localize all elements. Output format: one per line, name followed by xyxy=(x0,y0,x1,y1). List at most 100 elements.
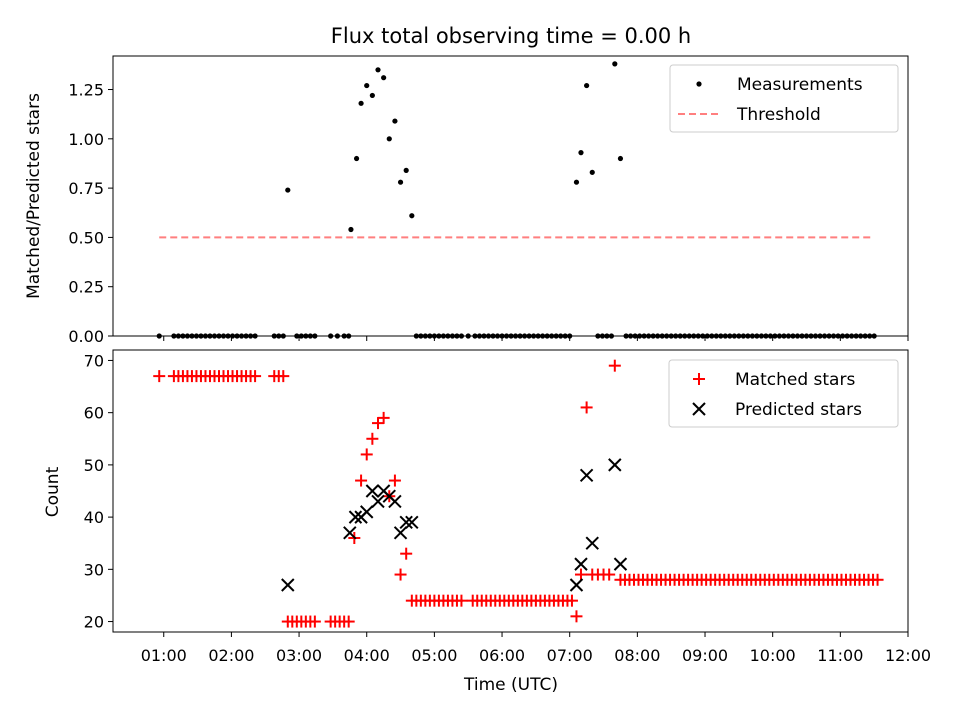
measurement-point xyxy=(358,100,364,106)
top-y-ticks: 0.00 0.25 0.50 0.75 1.00 1.25 xyxy=(68,81,909,346)
predicted-star-point xyxy=(281,578,295,592)
measurement-point xyxy=(403,167,409,173)
measurement-point xyxy=(392,118,398,124)
bottom-panel: 20 30 40 50 60 70 01:00 02:00 03:00 04:00 05:00 06… xyxy=(43,349,931,695)
matched-star-point xyxy=(249,370,262,383)
matched-star-point xyxy=(308,615,321,628)
measurement-point xyxy=(364,82,370,89)
x-axis-ticks: 01:00 02:00 03:00 04:00 05:00 06:00 07:00 08:00… xyxy=(141,632,931,665)
matched-star-point xyxy=(608,359,621,372)
predicted-star-point xyxy=(613,557,628,571)
measurement-point xyxy=(353,155,360,162)
matched-star-point xyxy=(377,411,390,424)
predicted-star-point xyxy=(399,515,413,530)
bottom-axes-frame xyxy=(112,349,909,633)
measurement-point xyxy=(386,136,392,142)
legend-measurements-label: Measurements xyxy=(737,75,863,95)
matched-star-point xyxy=(360,448,373,461)
measurement-point xyxy=(578,150,584,156)
predicted-star-point xyxy=(393,526,408,540)
predicted-star-point xyxy=(585,536,599,550)
matched-star-point xyxy=(342,615,355,628)
matched-star-point xyxy=(603,568,616,581)
x-tick-label: 04:00 xyxy=(344,646,390,665)
predicted-star-point xyxy=(579,468,594,483)
top-y-tick-label: 0.25 xyxy=(68,278,104,297)
legend-matched-marker xyxy=(693,373,705,385)
x-tick-label: 09:00 xyxy=(682,646,728,665)
matched-star-point xyxy=(372,417,384,430)
top-axes-frame xyxy=(112,55,909,337)
predicted-star-point xyxy=(348,510,363,524)
matched-star-point xyxy=(580,401,593,414)
measurement-point xyxy=(584,82,590,89)
matched-star-point xyxy=(871,573,884,586)
matched-star-point xyxy=(153,370,166,383)
bottom-y-tick-label: 20 xyxy=(84,613,104,632)
predicted-star-point xyxy=(574,557,588,571)
measurement-point xyxy=(397,179,404,185)
bottom-y-ticks: 20 30 40 50 60 70 xyxy=(84,351,113,632)
top-y-tick-label: 1.25 xyxy=(68,81,104,100)
predicted-star-point xyxy=(360,505,374,519)
bottom-y-tick-label: 50 xyxy=(84,456,104,475)
x-axis-label: Time (UTC) xyxy=(463,675,558,695)
predicted-star-point xyxy=(405,515,419,530)
measurement-point xyxy=(612,61,618,67)
x-tick-label: 06:00 xyxy=(479,646,525,665)
top-legend: Measurements Threshold xyxy=(669,64,899,133)
x-tick-label: 12:00 xyxy=(885,646,931,665)
measurement-point xyxy=(369,92,375,99)
measurement-point xyxy=(589,169,595,175)
x-tick-label: 07:00 xyxy=(547,646,593,665)
top-y-axis-label: Matched/Predicted stars xyxy=(24,93,44,299)
matched-star-point xyxy=(366,432,379,445)
measurement-point xyxy=(617,155,624,162)
top-y-tick-label: 0.50 xyxy=(68,228,104,247)
bottom-y-tick-label: 30 xyxy=(84,560,104,579)
bottom-data-marks xyxy=(153,359,884,628)
x-tick-label: 02:00 xyxy=(208,646,254,665)
predicted-star-point xyxy=(343,526,357,540)
top-legend-box xyxy=(669,64,899,133)
measurement-point xyxy=(381,75,387,81)
top-y-tick-label: 0.00 xyxy=(68,327,104,346)
matched-star-point xyxy=(394,568,407,581)
matched-star-point xyxy=(574,568,587,581)
bottom-y-tick-label: 60 xyxy=(84,404,104,423)
legend-measurements-marker xyxy=(696,81,702,87)
top-y-tick-label: 0.75 xyxy=(68,179,104,198)
legend-threshold-label: Threshold xyxy=(736,105,821,125)
bottom-y-tick-label: 70 xyxy=(84,351,104,370)
legend-predicted-label: Predicted stars xyxy=(735,400,862,420)
bottom-y-tick-label: 40 xyxy=(84,508,104,527)
matched-star-point xyxy=(565,594,578,607)
x-tick-label: 11:00 xyxy=(817,646,863,665)
predicted-star-point xyxy=(569,578,584,592)
matched-star-point xyxy=(355,474,368,487)
measurement-point xyxy=(573,179,580,185)
predicted-star-point xyxy=(608,458,622,472)
legend-matched-label: Matched stars xyxy=(735,370,855,390)
predicted-star-point xyxy=(365,484,380,498)
bottom-legend: Matched stars Predicted stars xyxy=(668,359,899,428)
matched-star-point xyxy=(277,370,290,383)
bottom-y-axis-label: Count xyxy=(43,466,63,517)
x-tick-label: 01:00 xyxy=(141,646,187,665)
x-tick-label: 08:00 xyxy=(614,646,660,665)
chart-title: Flux total observing time = 0.00 h xyxy=(331,24,691,48)
x-tick-label: 05:00 xyxy=(411,646,457,665)
matched-star-point xyxy=(455,594,468,607)
measurement-point xyxy=(409,213,415,219)
measurement-point xyxy=(285,187,291,193)
x-tick-label: 03:00 xyxy=(276,646,322,665)
top-panel: Flux total observing time = 0.00 h 0.00 0… xyxy=(24,24,909,346)
matched-star-point xyxy=(400,547,413,560)
x-tick-label: 10:00 xyxy=(750,646,796,665)
measurement-point xyxy=(375,67,381,73)
predicted-star-point xyxy=(371,494,385,509)
legend-predicted-marker xyxy=(692,402,706,416)
bottom-legend-box xyxy=(668,359,899,428)
